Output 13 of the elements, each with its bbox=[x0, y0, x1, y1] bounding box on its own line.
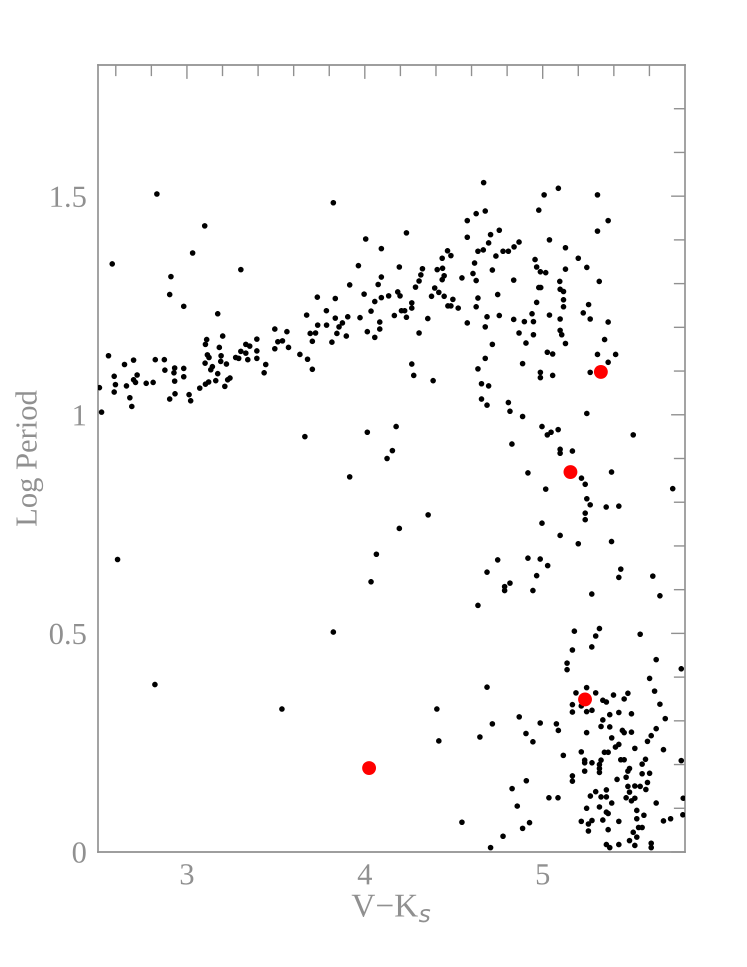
point bbox=[578, 692, 592, 706]
y-tick-label: 0 bbox=[72, 842, 86, 863]
point bbox=[594, 364, 608, 379]
y-tick-label: 1.5 bbox=[51, 186, 86, 208]
x-tick-label: 3 bbox=[180, 864, 194, 885]
x-tick-label: 5 bbox=[536, 864, 550, 885]
y-axis-title: Log Period bbox=[15, 390, 44, 526]
x-tick-label: 4 bbox=[358, 864, 372, 884]
y-tick-label: 0.5 bbox=[50, 624, 86, 644]
x-axis-title: V−K$_{s}$ bbox=[352, 894, 430, 922]
y-tick-label: 1 bbox=[74, 405, 86, 426]
point bbox=[564, 465, 578, 479]
point bbox=[362, 761, 376, 775]
